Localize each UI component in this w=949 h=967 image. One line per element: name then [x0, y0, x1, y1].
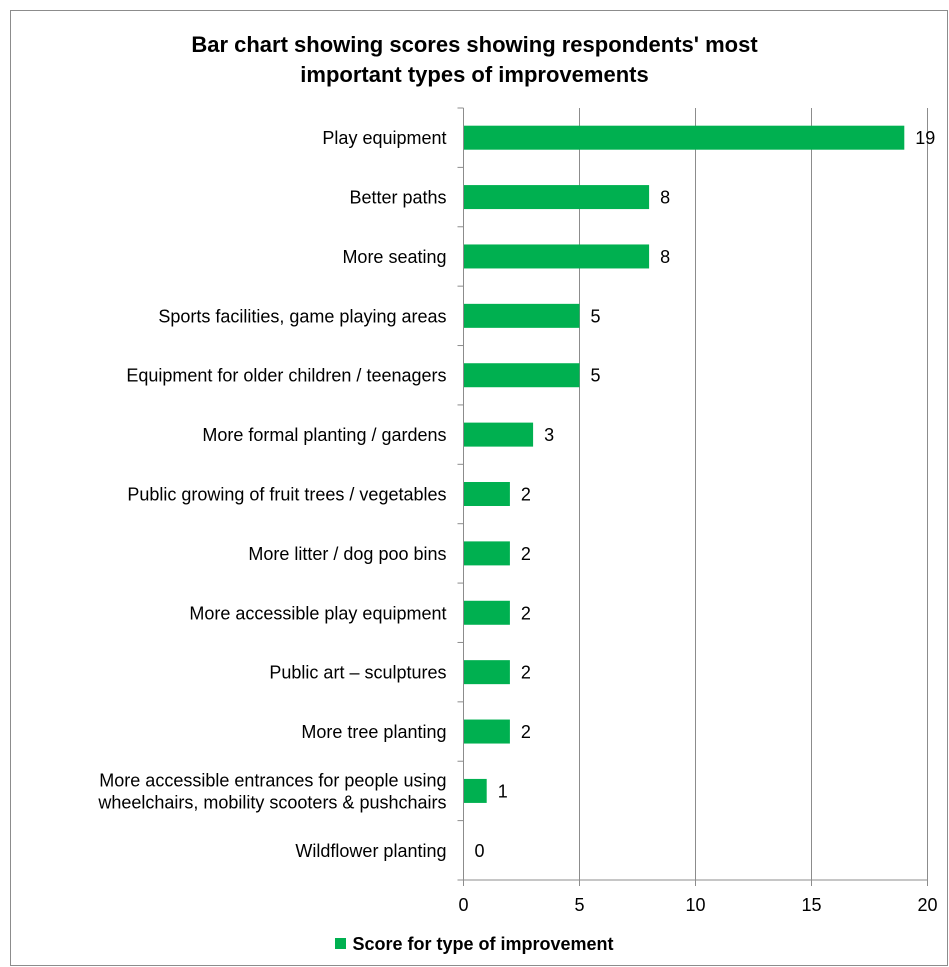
x-tick-label: 10 [685, 895, 705, 915]
bar [464, 125, 905, 150]
bar [464, 719, 510, 744]
data-label: 2 [521, 603, 531, 623]
legend-swatch [335, 938, 347, 949]
chart-title-line-1: Bar chart showing scores showing respond… [191, 32, 758, 57]
x-tick-label: 0 [458, 895, 468, 915]
category-label-line: More seating [342, 247, 446, 267]
data-label: 8 [660, 188, 670, 208]
category-label: More seating [342, 247, 446, 267]
data-label: 2 [521, 663, 531, 683]
bars [464, 125, 905, 803]
category-label: More accessible entrances for people usi… [97, 770, 446, 812]
data-label: 5 [591, 306, 601, 326]
category-label-line: More accessible play equipment [189, 603, 446, 623]
bar [464, 422, 534, 447]
bar [464, 600, 510, 625]
bar [464, 363, 580, 388]
category-label: Wildflower planting [295, 841, 446, 861]
bar [464, 778, 487, 803]
chart-title: Bar chart showing scores showing respond… [0, 30, 949, 90]
category-label: Public growing of fruit trees / vegetabl… [127, 485, 446, 505]
bar [464, 303, 580, 328]
bar [464, 482, 510, 506]
category-label: Better paths [349, 188, 446, 208]
legend-label: Score for type of improvement [352, 934, 614, 954]
category-label-line: Sports facilities, game playing areas [158, 306, 446, 326]
axes [457, 107, 928, 886]
x-tick-label: 5 [574, 895, 584, 915]
category-label-line: Wildflower planting [295, 841, 446, 861]
data-label: 0 [475, 841, 485, 861]
category-label-line: More formal planting / gardens [202, 425, 446, 445]
data-label: 1 [498, 781, 508, 801]
category-label-line: wheelchairs, mobility scooters & pushcha… [97, 792, 446, 812]
x-tick-label: 15 [801, 895, 821, 915]
data-label: 8 [660, 247, 670, 267]
category-label-line: More litter / dog poo bins [248, 544, 446, 564]
data-label: 19 [915, 128, 935, 148]
category-label: Equipment for older children / teenagers [126, 366, 446, 386]
category-label: More tree planting [301, 722, 446, 742]
category-label: Public art – sculptures [269, 663, 446, 683]
gridlines [579, 108, 928, 880]
category-label: More litter / dog poo bins [248, 544, 446, 564]
data-label: 2 [521, 722, 531, 742]
category-label-line: Public growing of fruit trees / vegetabl… [127, 485, 446, 505]
category-label-line: Play equipment [322, 128, 446, 148]
category-label: More formal planting / gardens [202, 425, 446, 445]
data-label: 3 [544, 425, 554, 445]
bar [464, 185, 650, 210]
category-label-line: Better paths [349, 188, 446, 208]
bar [464, 244, 650, 269]
category-label-line: Equipment for older children / teenagers [126, 366, 446, 386]
category-label: Sports facilities, game playing areas [158, 306, 446, 326]
category-label-line: More accessible entrances for people usi… [99, 770, 446, 790]
bar [464, 541, 510, 566]
data-label: 2 [521, 485, 531, 505]
bar [464, 660, 510, 685]
category-label: Play equipment [322, 128, 446, 148]
data-label: 5 [591, 366, 601, 386]
legend: Score for type of improvement [0, 932, 949, 956]
chart-title-line-2: important types of improvements [300, 62, 649, 87]
category-label: More accessible play equipment [189, 603, 446, 623]
data-label: 2 [521, 544, 531, 564]
x-tick-label: 20 [917, 895, 937, 915]
category-label-line: Public art – sculptures [269, 663, 446, 683]
category-label-line: More tree planting [301, 722, 446, 742]
